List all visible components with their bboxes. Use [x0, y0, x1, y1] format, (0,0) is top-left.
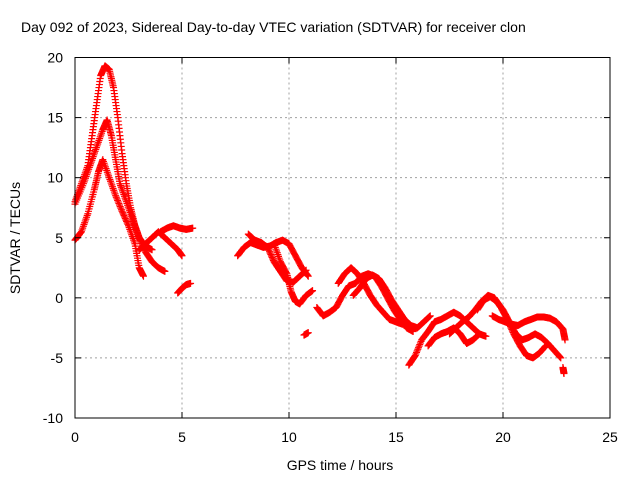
data-point	[411, 352, 419, 360]
x-tick-label: 20	[495, 429, 511, 445]
data-point	[561, 336, 569, 344]
data-point	[416, 339, 424, 347]
y-axis-label: SDTVAR / TECUs	[7, 182, 23, 294]
x-tick-labels: 0 5 10 15 20 25	[71, 429, 618, 445]
y-tick-label: 20	[47, 50, 63, 66]
series-track	[405, 308, 490, 369]
data-point	[117, 204, 125, 212]
series-track	[135, 228, 186, 260]
data-point	[482, 332, 490, 340]
data-point	[415, 342, 423, 350]
data-point	[304, 272, 312, 280]
data-point	[301, 267, 309, 275]
data-point	[425, 313, 433, 321]
y-tick-label: 15	[47, 110, 63, 126]
data-point	[301, 267, 309, 275]
data-point	[112, 193, 120, 201]
x-axis-label: GPS time / hours	[287, 457, 394, 473]
data-point	[114, 196, 122, 204]
series-track	[270, 240, 317, 308]
x-tick-label: 10	[281, 429, 297, 445]
axis-ticks	[74, 57, 611, 419]
y-tick-label: 0	[55, 290, 63, 306]
data-point	[475, 330, 483, 338]
series-track	[488, 312, 569, 344]
data-point	[309, 287, 317, 295]
series-track	[300, 329, 312, 339]
x-tick-label: 0	[71, 429, 79, 445]
data-point	[178, 252, 186, 260]
grid-lines	[75, 57, 610, 418]
data-point	[116, 201, 124, 209]
data-point	[304, 271, 312, 279]
series-track	[174, 279, 195, 297]
data-point	[474, 331, 482, 339]
data-point	[112, 192, 120, 200]
data-point	[139, 272, 147, 280]
y-tick-label: 5	[55, 230, 63, 246]
data-point	[124, 220, 132, 228]
data-point	[475, 330, 483, 338]
data-point	[560, 370, 568, 378]
data-point	[117, 206, 125, 214]
x-tick-label: 25	[602, 429, 618, 445]
data-point	[555, 352, 563, 360]
data-point	[115, 200, 123, 208]
data-point	[302, 266, 310, 274]
data-point	[114, 198, 122, 206]
data-point	[161, 267, 169, 275]
data-point	[412, 350, 420, 358]
data-point	[557, 354, 565, 362]
series-track	[473, 293, 565, 362]
y-tick-label: -5	[51, 350, 64, 366]
data-points	[71, 62, 569, 378]
data-point	[426, 312, 434, 320]
data-point	[416, 341, 424, 349]
data-point	[541, 343, 549, 351]
data-point	[556, 353, 564, 361]
data-point	[113, 195, 121, 203]
series-track	[157, 222, 197, 236]
data-point	[187, 279, 195, 287]
x-tick-label: 15	[388, 429, 404, 445]
y-tick-labels: -10 -5 0 5 10 15 20	[43, 50, 63, 427]
data-point	[413, 348, 421, 356]
y-tick-label: 10	[47, 170, 63, 186]
data-point	[282, 269, 290, 277]
data-point	[413, 347, 421, 355]
data-point	[414, 344, 422, 352]
series-track	[334, 264, 406, 328]
series-track	[349, 271, 434, 332]
x-tick-label: 5	[178, 429, 186, 445]
series-track	[559, 364, 568, 378]
data-point	[398, 320, 406, 328]
y-tick-label: -10	[43, 410, 63, 426]
data-point	[116, 203, 124, 211]
chart-title: Day 092 of 2023, Sidereal Day-to-day VTE…	[21, 19, 526, 35]
data-point	[189, 224, 197, 232]
series-track	[71, 116, 169, 275]
data-point	[304, 329, 312, 337]
series-track	[244, 230, 310, 286]
data-point	[426, 312, 434, 320]
data-point	[148, 246, 156, 254]
data-point	[414, 345, 422, 353]
